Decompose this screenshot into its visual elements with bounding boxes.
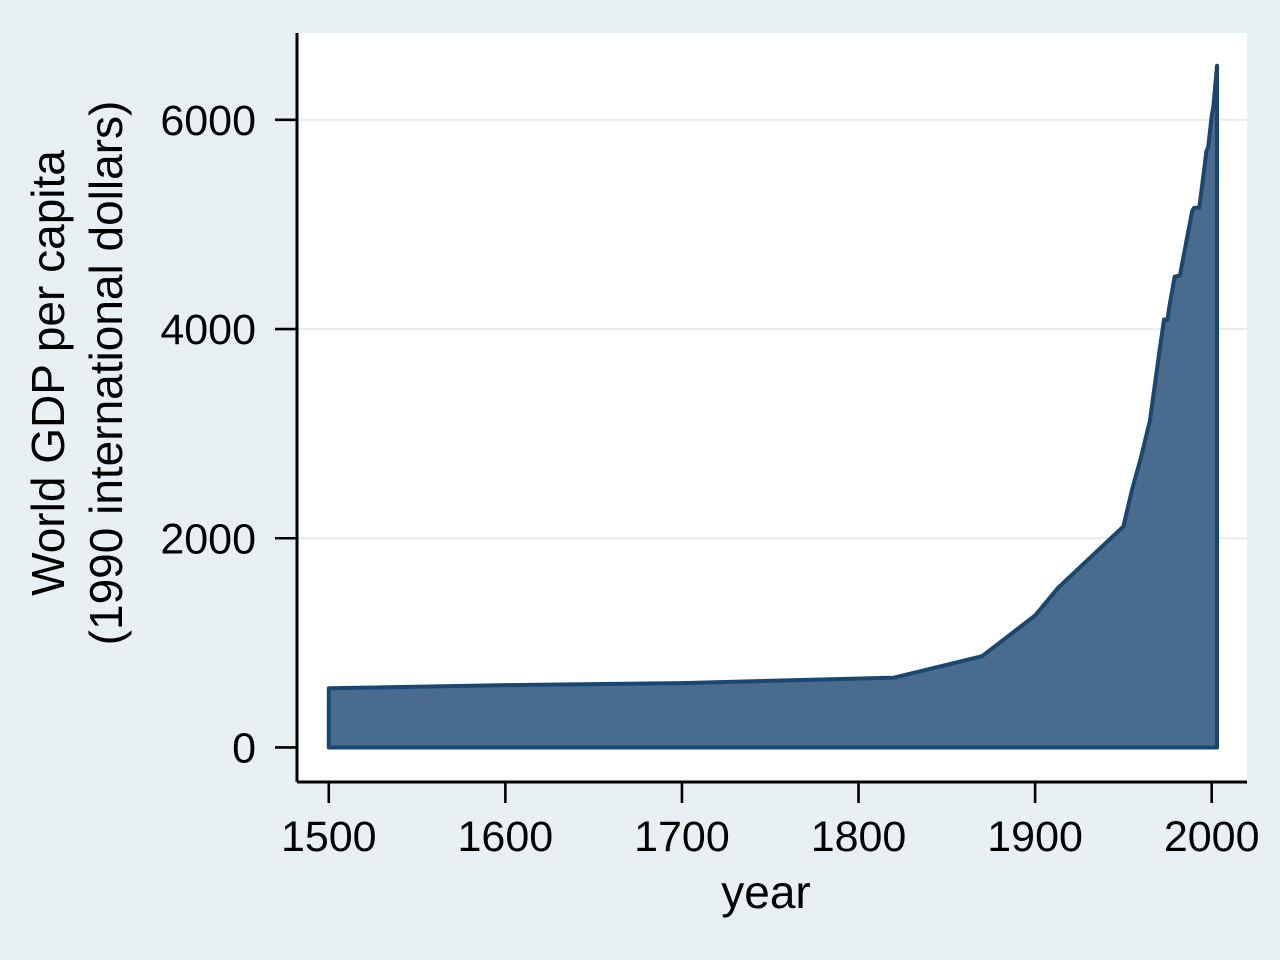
x-tick-label-1500: 1500	[281, 813, 377, 861]
area-series	[326, 63, 1219, 750]
y-tick-label-2000: 2000	[160, 515, 256, 563]
x-tick-label-1600: 1600	[458, 813, 554, 861]
x-tick-label-1800: 1800	[811, 813, 907, 861]
x-tick-label-2000: 2000	[1164, 813, 1260, 861]
axes	[295, 33, 1247, 784]
y-tick-label-6000: 6000	[160, 97, 256, 145]
y-tick-label-4000: 4000	[160, 306, 256, 354]
tick-marks-and-labels: 0 2000 4000 6000 1500 1600 1700 1800 1900 2000	[160, 97, 1259, 861]
x-tick-label-1900: 1900	[987, 813, 1083, 861]
axis-titles: year World GDP per capita (1990 internat…	[22, 101, 811, 918]
x-axis-title: year	[721, 866, 810, 918]
y-axis-title-line1: World GDP per capita	[22, 150, 74, 596]
gridlines	[297, 118, 1247, 540]
x-tick-label-1700: 1700	[634, 813, 730, 861]
y-axis-title-line2: (1990 international dollars)	[80, 101, 132, 646]
y-tick-label-0: 0	[232, 724, 256, 772]
